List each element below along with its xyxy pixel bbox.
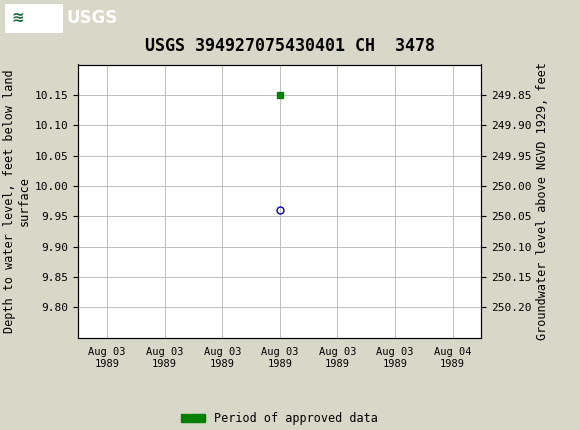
Text: USGS: USGS [67,9,118,27]
Legend: Period of approved data: Period of approved data [177,408,383,430]
Text: USGS 394927075430401 CH  3478: USGS 394927075430401 CH 3478 [145,37,435,55]
Text: ≋: ≋ [12,10,24,25]
Y-axis label: Groundwater level above NGVD 1929, feet: Groundwater level above NGVD 1929, feet [536,62,549,340]
FancyBboxPatch shape [5,3,63,33]
Y-axis label: Depth to water level, feet below land
surface: Depth to water level, feet below land su… [3,69,31,333]
